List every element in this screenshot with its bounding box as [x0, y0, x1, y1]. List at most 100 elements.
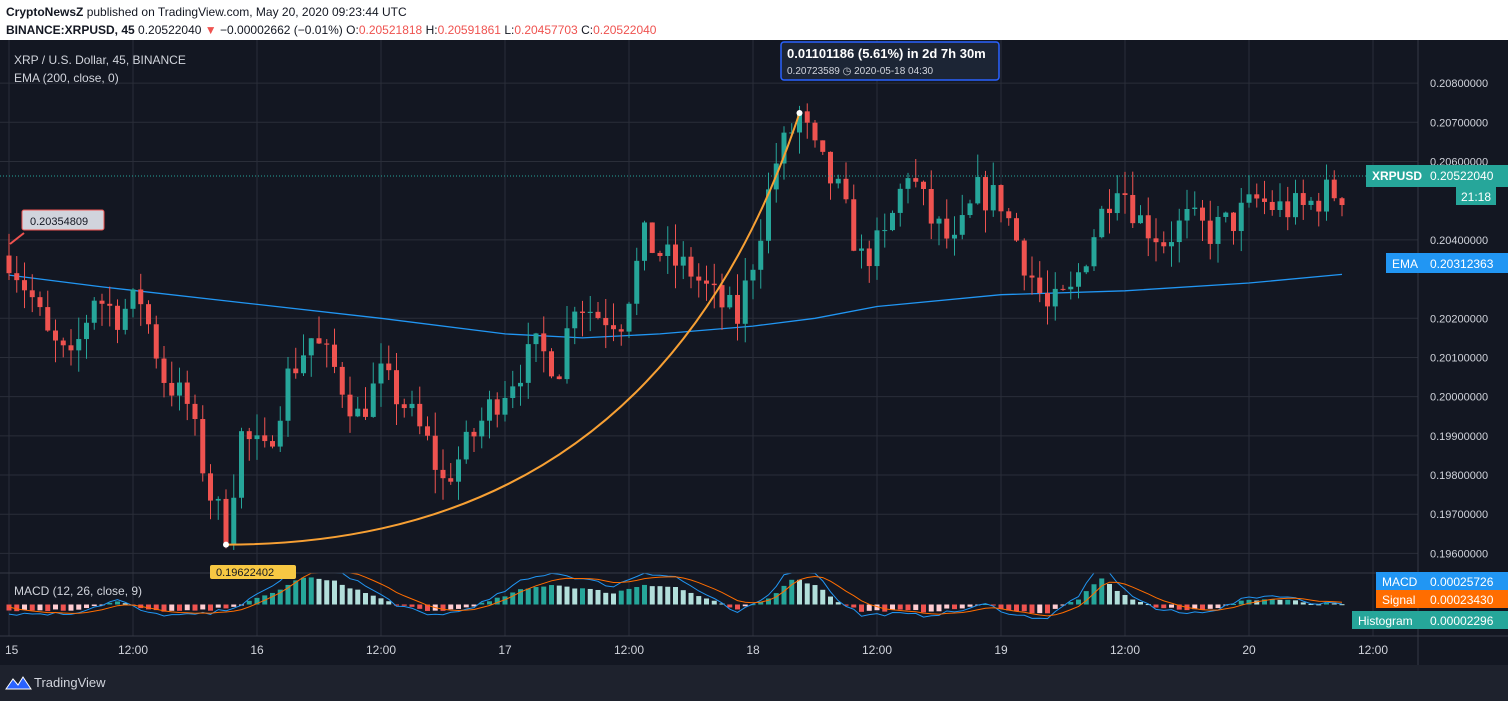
macd-histogram-bar: [1037, 604, 1043, 614]
candle-body: [153, 324, 159, 359]
countdown-badge: [1456, 187, 1496, 205]
histogram-badge-name: Histogram: [1358, 614, 1413, 628]
macd-histogram-bar: [386, 601, 392, 605]
macd-histogram-bar: [665, 586, 671, 605]
trendline[interactable]: [223, 110, 803, 548]
macd-histogram-bar: [1045, 604, 1050, 614]
candle-body: [1145, 215, 1151, 239]
macd-histogram-bar: [1107, 583, 1112, 605]
candle-body: [1052, 288, 1058, 307]
macd-histogram-bar: [91, 604, 97, 607]
macd-histogram-bar: [967, 604, 973, 607]
candle-body: [541, 333, 547, 352]
candle-body: [704, 280, 709, 284]
macd-histogram-bar: [347, 588, 353, 605]
axes: 0.208000000.207000000.206000000.20400000…: [5, 78, 1488, 657]
tradingview-logo-icon[interactable]: [5, 673, 33, 693]
candle-body: [1037, 277, 1043, 294]
macd-badge-value: 0.00025726: [1430, 575, 1494, 589]
tradingview-brand[interactable]: TradingView: [34, 675, 106, 690]
macd-histogram-bar: [200, 604, 206, 610]
macd-histogram-bar: [425, 604, 430, 611]
macd-histogram-bar: [1324, 603, 1329, 605]
chart-area[interactable]: 0.20800000 0.20700000 0.20600000 0.20400000…: [0, 40, 1508, 665]
macd-histogram-bar: [1215, 604, 1221, 609]
time-tick-label: 12:00: [1110, 643, 1140, 657]
macd-histogram-bar: [22, 604, 27, 610]
close-value: 0.20522040: [593, 23, 657, 37]
time-tick-label: 19: [994, 643, 1008, 657]
signal-badge-value: 0.00023430: [1430, 593, 1494, 607]
macd-histogram-bar: [456, 604, 461, 609]
candle-body: [735, 294, 740, 324]
candle-body: [866, 248, 872, 267]
measure-tooltip[interactable]: [780, 41, 1000, 81]
candle-body: [45, 307, 51, 331]
start-price-label[interactable]: [21, 209, 105, 231]
macd-histogram-bar: [983, 604, 988, 606]
macd-histogram-bar: [1060, 604, 1066, 606]
macd-histogram-bar: [14, 604, 20, 612]
macd-histogram-bar: [494, 597, 500, 605]
macd-histogram-bar: [1300, 602, 1306, 605]
candle-body: [998, 185, 1004, 212]
macd-histogram-bar: [479, 602, 485, 605]
macd-histogram-bar: [107, 602, 113, 605]
ema-line: [8, 273, 1343, 339]
trendline-path[interactable]: [225, 112, 801, 546]
ema-legend: EMA (200, close, 0): [14, 71, 119, 85]
macd-histogram-bar: [510, 592, 516, 605]
publisher-name[interactable]: CryptoNewsZ: [6, 5, 84, 19]
macd-histogram-bar: [758, 601, 764, 605]
macd-legend: MACD (12, 26, close, 9): [14, 584, 142, 598]
price-tick-label: 0.19900000: [1430, 431, 1488, 443]
macd-histogram-bar: [587, 588, 593, 605]
macd-histogram-bar: [223, 604, 229, 609]
time-tick-label: 17: [498, 643, 512, 657]
candle-body: [1122, 193, 1128, 195]
price-chart[interactable]: 0.208000000.207000000.206000000.20400000…: [0, 40, 1508, 665]
candle-body: [502, 397, 508, 415]
macd-histogram-bar: [448, 604, 454, 610]
candle-body: [1153, 238, 1159, 243]
candle-body: [68, 345, 74, 351]
macd-histogram-bar: [355, 589, 361, 605]
macd-histogram-bar: [184, 604, 190, 611]
candle-body: [750, 269, 756, 281]
macd-histogram-bar: [890, 604, 895, 610]
macd-histogram-bar: [696, 596, 702, 605]
candle-body: [1161, 242, 1167, 247]
candle-body: [1246, 194, 1252, 203]
candle-body: [603, 317, 609, 326]
candle-body: [890, 212, 895, 231]
macd-histogram-bar: [471, 604, 477, 607]
macd-histogram-bar: [1122, 595, 1128, 605]
signal-line: [8, 572, 1343, 617]
macd-histogram-bar: [153, 604, 159, 611]
trendline-start-handle[interactable]: [223, 541, 229, 548]
publish-line: CryptoNewsZ published on TradingView.com…: [6, 5, 407, 19]
close-label: C:: [581, 23, 594, 37]
macd-histogram-bar: [1083, 591, 1089, 605]
macd-histogram-bar: [53, 604, 58, 610]
trendline-end-handle[interactable]: [796, 110, 803, 117]
candle-body: [448, 478, 454, 482]
candle-body: [463, 431, 469, 460]
candle-body: [882, 230, 888, 232]
macd-histogram-bar: [828, 596, 833, 605]
time-tick-label: 15: [5, 643, 19, 657]
candle-body: [1091, 237, 1097, 267]
candle-body: [905, 178, 911, 189]
macd-histogram-bar: [897, 604, 903, 610]
low-price-label[interactable]: [210, 565, 296, 579]
candle-body: [936, 218, 942, 224]
time-tick-label: 12:00: [366, 643, 396, 657]
macd-histogram-bar: [1099, 578, 1105, 605]
macd-histogram-bar: [60, 604, 66, 611]
candle-body: [1099, 208, 1105, 238]
ema-badge-name: EMA: [1392, 257, 1418, 271]
candle-body: [122, 308, 128, 330]
macd-histogram-bar: [735, 604, 740, 610]
macd-histogram-bar: [1068, 602, 1074, 605]
macd-histogram-bar: [29, 604, 35, 611]
